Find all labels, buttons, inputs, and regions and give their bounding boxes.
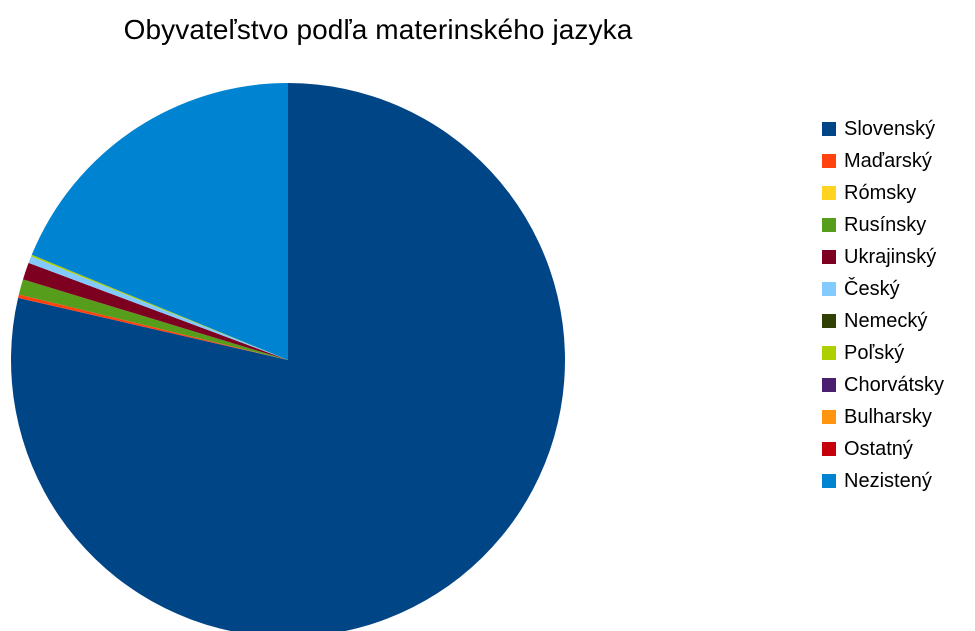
legend-item: Chorvátsky — [822, 369, 944, 401]
legend-label: Chorvátsky — [844, 373, 945, 396]
legend-item: Rusínsky — [822, 209, 944, 241]
legend-swatch — [822, 122, 836, 136]
legend-label: Rómsky — [844, 181, 917, 204]
legend-swatch — [822, 282, 836, 296]
legend-swatch — [822, 346, 836, 360]
legend-label: Ostatný — [844, 437, 913, 460]
legend-item: Ostatný — [822, 433, 944, 465]
pie-slice-5 — [28, 256, 289, 360]
pie-slice-11 — [31, 83, 288, 360]
legend-item: Maďarský — [822, 145, 944, 177]
pie-slice-4 — [22, 262, 289, 360]
legend-label: Bulharsky — [844, 405, 932, 428]
legend-label: Slovenský — [844, 117, 936, 140]
legend-swatch — [822, 154, 836, 168]
legend-item: Český — [822, 273, 944, 305]
pie-slice-7 — [31, 254, 288, 360]
legend-label: Ukrajinský — [844, 245, 937, 268]
legend-label: Rusínsky — [844, 213, 927, 236]
legend-item: Rómsky — [822, 177, 944, 209]
legend-label: Nemecký — [844, 309, 928, 332]
legend-swatch — [822, 218, 836, 232]
legend-item: Ukrajinský — [822, 241, 944, 273]
legend-item: Nezistený — [822, 465, 944, 497]
pie-slice-3 — [18, 279, 289, 360]
legend-item: Slovenský — [822, 113, 944, 145]
legend-swatch — [822, 314, 836, 328]
pie-slice-0 — [11, 83, 565, 631]
legend-label: Nezistený — [844, 469, 932, 492]
legend-label: Český — [844, 277, 900, 300]
legend-item: Nemecký — [822, 305, 944, 337]
legend-label: Poľský — [844, 341, 905, 364]
legend-swatch — [822, 474, 836, 488]
legend-swatch — [822, 378, 836, 392]
legend-label: Maďarský — [844, 149, 932, 172]
legend-swatch — [822, 442, 836, 456]
legend-item: Poľský — [822, 337, 944, 369]
pie-slice-1 — [18, 294, 289, 360]
legend: Slovenský Maďarský Rómsky Rusínsky Ukrajinsk… — [822, 113, 944, 497]
legend-item: Bulharsky — [822, 401, 944, 433]
legend-swatch — [822, 250, 836, 264]
legend-swatch — [822, 410, 836, 424]
chart-title: Obyvateľstvo podľa materinského jazyka — [123, 14, 633, 45]
legend-swatch — [822, 186, 836, 200]
